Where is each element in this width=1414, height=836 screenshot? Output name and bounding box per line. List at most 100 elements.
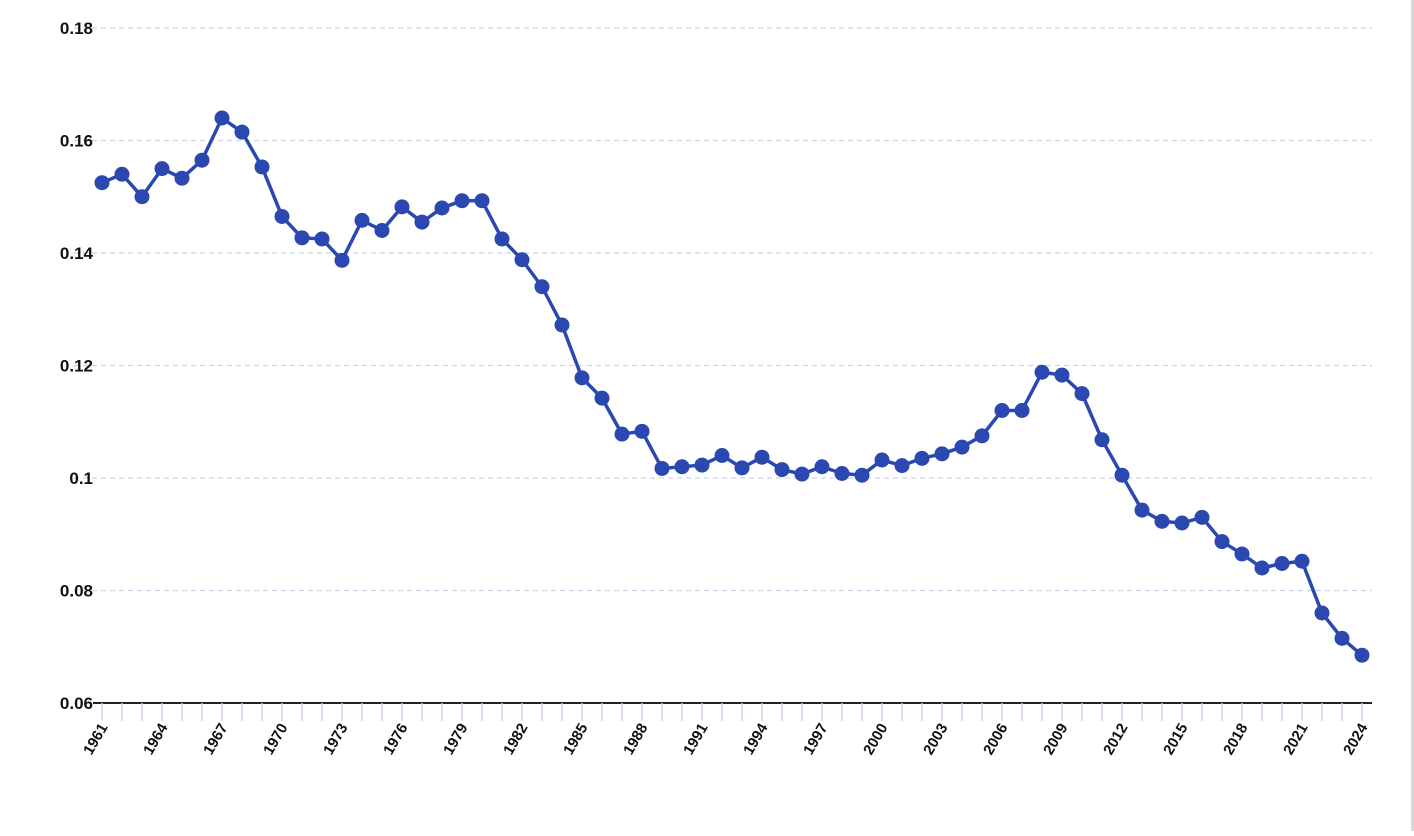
y-tick-label: 0.16 — [60, 132, 93, 151]
data-point[interactable] — [394, 199, 410, 215]
data-point[interactable] — [574, 370, 590, 386]
data-point[interactable] — [954, 439, 970, 455]
data-point[interactable] — [434, 200, 450, 216]
x-tick-label: 2000 — [860, 721, 891, 758]
y-axis-ticks: 0.06 0.08 0.1 0.12 0.14 0.16 0.18 — [60, 19, 94, 713]
data-point[interactable] — [1314, 605, 1330, 621]
x-tick-label: 1988 — [620, 721, 651, 758]
data-point[interactable] — [294, 230, 310, 246]
data-point[interactable] — [1234, 546, 1250, 562]
data-point[interactable] — [254, 159, 270, 175]
y-tick-label: 0.12 — [60, 357, 93, 376]
x-axis-ticks: 1961 1964 1967 1970 1973 1976 1979 1982 1985 1988… — [80, 720, 1372, 758]
x-tick-label: 1994 — [740, 720, 772, 758]
x-tick-label: 1991 — [680, 721, 711, 758]
data-point[interactable] — [114, 166, 130, 182]
data-point[interactable] — [1074, 386, 1090, 402]
data-point[interactable] — [154, 161, 170, 177]
x-tick-label: 1976 — [380, 721, 411, 758]
data-point[interactable] — [1154, 513, 1170, 529]
data-point[interactable] — [734, 460, 750, 476]
data-point[interactable] — [694, 457, 710, 473]
data-point[interactable] — [514, 252, 530, 268]
data-point[interactable] — [134, 189, 150, 205]
data-point[interactable] — [1014, 403, 1030, 418]
data-point[interactable] — [414, 214, 430, 230]
data-point[interactable] — [614, 426, 630, 442]
data-point[interactable] — [934, 446, 950, 462]
series-line — [101, 116, 1364, 657]
data-point[interactable] — [454, 193, 470, 209]
data-point[interactable] — [1254, 560, 1270, 576]
x-tick-label: 1997 — [800, 721, 831, 758]
window-edge — [1411, 0, 1414, 831]
data-point[interactable] — [374, 223, 390, 238]
x-tick-label: 2021 — [1280, 721, 1311, 758]
data-point[interactable] — [814, 459, 830, 475]
data-point[interactable] — [1094, 432, 1110, 448]
x-tick-label: 1970 — [260, 721, 291, 758]
x-tick-label: 1961 — [80, 721, 111, 758]
y-tick-label: 0.06 — [60, 694, 93, 713]
data-point[interactable] — [1354, 647, 1370, 663]
y-tick-label: 0.18 — [60, 19, 93, 38]
data-point[interactable] — [774, 462, 790, 478]
x-tick-label: 2012 — [1100, 721, 1131, 758]
series-layer — [94, 110, 1370, 663]
data-point[interactable] — [474, 193, 490, 209]
data-point[interactable] — [234, 124, 250, 140]
data-point[interactable] — [974, 428, 990, 444]
data-point[interactable] — [1274, 556, 1290, 571]
data-point[interactable] — [854, 467, 870, 483]
data-point[interactable] — [794, 466, 810, 482]
x-tick-label: 2018 — [1220, 721, 1251, 758]
x-tick-label: 2009 — [1040, 721, 1071, 758]
data-point[interactable] — [554, 317, 570, 333]
x-tick-label: 2006 — [980, 721, 1011, 758]
x-tick-label: 2024 — [1340, 720, 1372, 758]
y-tick-label: 0.1 — [69, 469, 93, 488]
data-point[interactable] — [1134, 502, 1150, 518]
data-point[interactable] — [1214, 534, 1230, 550]
data-point[interactable] — [194, 152, 210, 168]
data-point[interactable] — [1174, 515, 1190, 531]
data-point[interactable] — [534, 279, 550, 295]
x-axis — [93, 702, 1372, 721]
data-point[interactable] — [914, 450, 930, 466]
data-point[interactable] — [274, 208, 290, 224]
data-point[interactable] — [1334, 630, 1350, 646]
data-point[interactable] — [94, 175, 110, 191]
data-point[interactable] — [594, 390, 610, 406]
data-point[interactable] — [834, 466, 850, 481]
data-point[interactable] — [714, 448, 730, 463]
data-point[interactable] — [634, 423, 650, 439]
x-tick-label: 2015 — [1160, 721, 1191, 758]
data-point[interactable] — [894, 458, 910, 474]
data-point[interactable] — [1034, 364, 1050, 380]
data-point[interactable] — [214, 110, 230, 126]
x-tick-label: 1982 — [500, 721, 531, 758]
data-point[interactable] — [674, 459, 690, 475]
data-point[interactable] — [314, 231, 330, 247]
x-tick-label: 1973 — [320, 721, 351, 758]
data-point[interactable] — [494, 231, 510, 247]
data-point[interactable] — [994, 403, 1010, 418]
y-tick-label: 0.14 — [60, 244, 94, 263]
data-point[interactable] — [654, 460, 670, 476]
data-point[interactable] — [754, 449, 770, 465]
data-point[interactable] — [874, 452, 890, 468]
x-tick-label: 1967 — [200, 721, 231, 758]
data-point[interactable] — [1194, 509, 1210, 525]
y-tick-label: 0.08 — [60, 582, 93, 601]
x-tick-label: 1964 — [140, 720, 172, 758]
data-point[interactable] — [1114, 467, 1130, 483]
data-point[interactable] — [174, 170, 190, 186]
gridlines — [74, 27, 1372, 592]
data-point[interactable] — [1294, 553, 1310, 569]
data-point[interactable] — [354, 212, 370, 228]
data-point[interactable] — [334, 252, 350, 268]
data-point[interactable] — [1054, 367, 1070, 383]
x-tick-label: 1979 — [440, 721, 471, 758]
